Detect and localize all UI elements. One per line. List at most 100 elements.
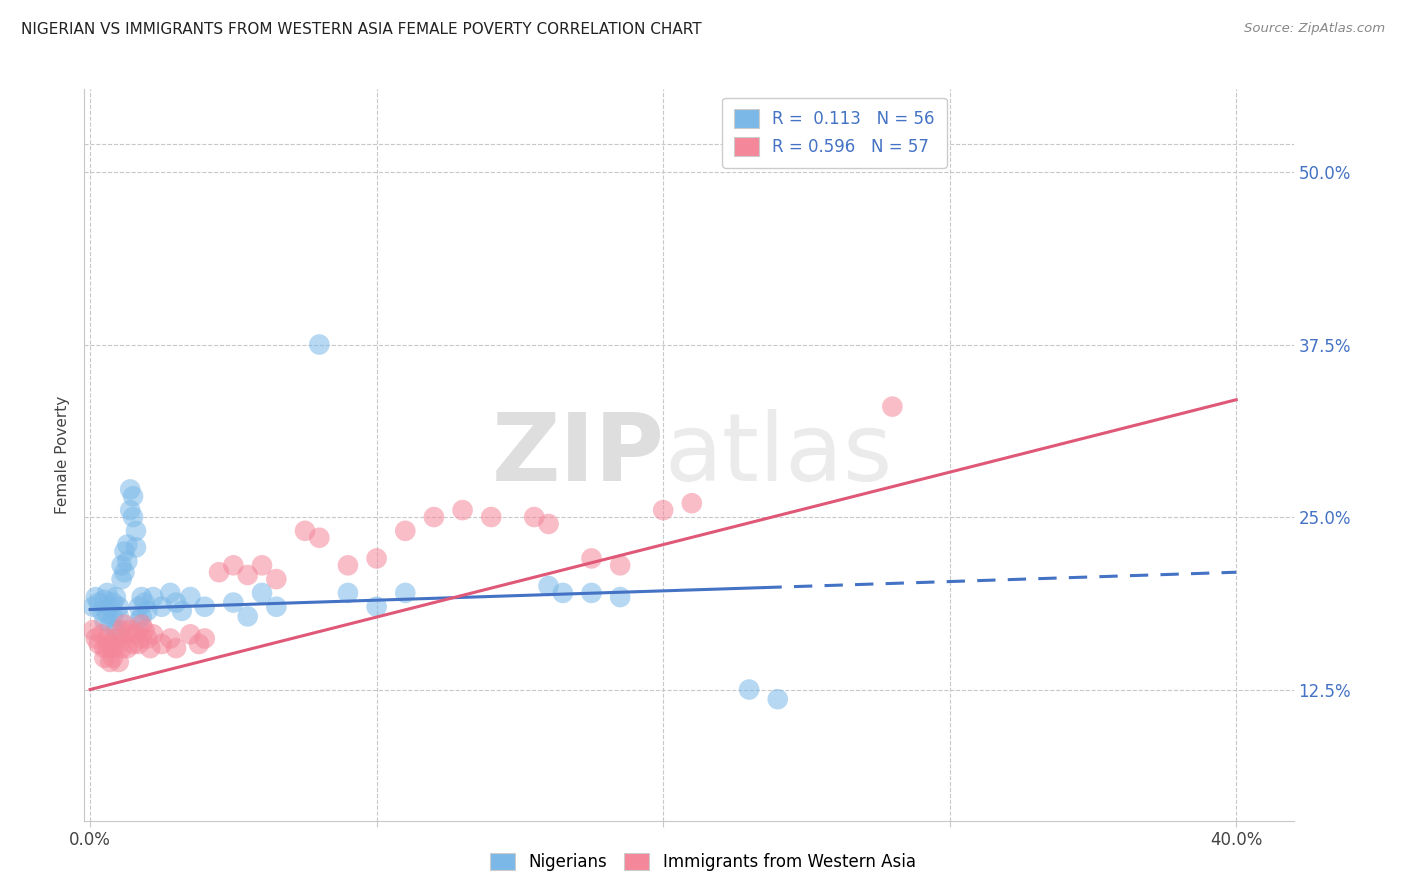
Point [128,637,150,651]
Point [479,510,502,524]
Text: ZIP: ZIP [492,409,665,501]
Point [93,614,115,628]
Point [98,617,121,632]
Point [336,586,359,600]
Point [96,641,118,656]
Text: atlas: atlas [665,409,893,501]
Point [609,558,631,573]
Point [236,609,259,624]
Point [336,558,359,573]
Point [294,524,316,538]
Point [114,617,136,632]
Point [110,558,132,573]
Point [125,524,148,538]
Point [117,538,139,552]
Point [139,641,162,656]
Point [114,566,136,580]
Point [581,586,603,600]
Point [101,641,124,656]
Point [128,614,150,628]
Point [179,590,201,604]
Point [170,604,193,618]
Point [107,655,129,669]
Point [120,623,142,637]
Point [308,337,330,351]
Point [98,599,121,614]
Point [136,632,159,646]
Point [394,524,416,538]
Text: NIGERIAN VS IMMIGRANTS FROM WESTERN ASIA FEMALE POVERTY CORRELATION CHART: NIGERIAN VS IMMIGRANTS FROM WESTERN ASIA… [21,22,702,37]
Point [101,650,124,665]
Legend: R =  0.113   N = 56, R = 0.596   N = 57: R = 0.113 N = 56, R = 0.596 N = 57 [723,97,946,168]
Point [87,637,110,651]
Y-axis label: Female Poverty: Female Poverty [55,396,70,514]
Point [122,489,145,503]
Point [96,607,118,621]
Point [107,637,129,651]
Point [142,627,165,641]
Point [308,531,330,545]
Point [142,590,165,604]
Point [93,641,115,656]
Point [122,637,145,651]
Point [117,554,139,568]
Point [104,590,127,604]
Point [101,609,124,624]
Point [117,641,139,656]
Point [652,503,675,517]
Point [93,650,115,665]
Point [266,599,288,614]
Point [366,551,388,566]
Point [423,510,446,524]
Point [394,586,416,600]
Point [96,632,118,646]
Point [114,544,136,558]
Point [537,516,560,531]
Point [134,596,156,610]
Point [134,623,156,637]
Point [681,496,703,510]
Point [551,586,574,600]
Point [165,641,187,656]
Point [98,655,121,669]
Point [131,632,153,646]
Point [451,503,474,517]
Point [150,599,173,614]
Point [222,558,245,573]
Point [581,551,603,566]
Point [120,483,142,497]
Point [366,599,388,614]
Point [87,596,110,610]
Point [82,623,104,637]
Point [84,590,107,604]
Point [236,568,259,582]
Point [122,510,145,524]
Point [125,627,148,641]
Point [98,637,121,651]
Point [90,627,112,641]
Legend: Nigerians, Immigrants from Western Asia: Nigerians, Immigrants from Western Asia [482,845,924,880]
Point [523,510,546,524]
Point [194,632,217,646]
Point [131,609,153,624]
Point [93,592,115,607]
Point [131,590,153,604]
Point [117,627,139,641]
Point [107,609,129,624]
Point [165,596,187,610]
Point [208,566,231,580]
Point [537,579,560,593]
Point [194,599,217,614]
Point [159,586,181,600]
Point [110,623,132,637]
Point [101,596,124,610]
Point [110,641,132,656]
Point [222,596,245,610]
Point [766,692,789,706]
Point [738,682,761,697]
Point [882,400,904,414]
Point [84,632,107,646]
Point [104,623,127,637]
Point [250,586,273,600]
Point [150,637,173,651]
